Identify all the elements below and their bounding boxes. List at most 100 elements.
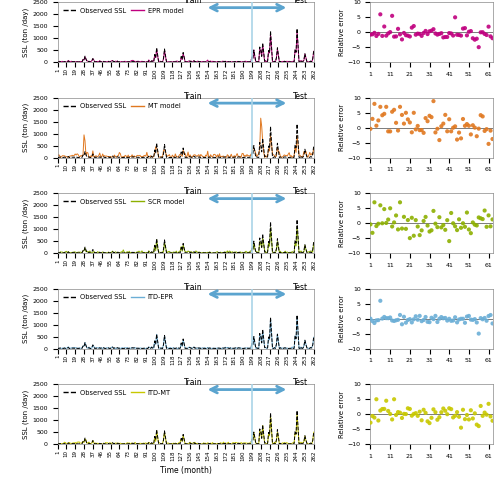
Point <box>396 103 404 111</box>
Point <box>398 111 406 119</box>
Point <box>449 32 457 39</box>
Text: Train: Train <box>184 92 203 101</box>
Point <box>461 24 469 32</box>
Point <box>453 319 461 326</box>
Point <box>380 110 388 118</box>
Point <box>459 315 467 323</box>
Point <box>445 237 453 245</box>
Point <box>398 414 406 422</box>
Point <box>422 114 430 122</box>
Point <box>380 205 388 213</box>
Point <box>378 315 386 323</box>
Point <box>478 28 486 36</box>
Point <box>440 221 448 229</box>
Point <box>442 407 450 415</box>
Point <box>376 407 384 414</box>
Point <box>447 30 455 37</box>
Point <box>414 122 422 130</box>
Point <box>457 32 465 39</box>
Point <box>378 405 386 413</box>
Legend: Observed SSL, SCR model: Observed SSL, SCR model <box>61 197 186 207</box>
Point <box>463 209 471 216</box>
Point <box>384 216 392 223</box>
Point <box>378 219 386 227</box>
Point <box>480 314 488 322</box>
Point <box>406 119 414 126</box>
Point <box>402 109 410 117</box>
Point <box>410 232 418 240</box>
Point <box>436 136 444 144</box>
Point <box>467 27 475 35</box>
Point <box>478 315 486 323</box>
Point <box>449 317 457 324</box>
Point <box>434 416 442 423</box>
Point <box>414 412 422 420</box>
Point <box>442 226 450 234</box>
Point <box>459 219 467 227</box>
Point <box>467 131 475 138</box>
Point <box>372 32 380 40</box>
Point <box>422 409 430 417</box>
Point <box>414 316 422 324</box>
Point <box>388 317 396 324</box>
Point <box>416 312 424 320</box>
Point <box>488 417 496 425</box>
Point <box>370 100 378 108</box>
Point <box>476 215 484 222</box>
Point <box>408 24 416 32</box>
Point <box>436 30 444 38</box>
Point <box>402 31 410 39</box>
Point <box>482 125 490 133</box>
Point <box>376 11 384 18</box>
Point <box>442 314 450 322</box>
Point <box>438 224 446 231</box>
Point <box>488 320 496 327</box>
Point <box>476 314 484 322</box>
Point <box>390 33 398 40</box>
Legend: Observed SSL, ITD-MT: Observed SSL, ITD-MT <box>61 388 173 397</box>
Point <box>434 223 442 231</box>
Point <box>474 43 482 51</box>
Text: Test: Test <box>294 0 308 5</box>
Y-axis label: SSL (ton /day): SSL (ton /day) <box>23 103 30 152</box>
Point <box>406 234 414 242</box>
Point <box>486 223 494 230</box>
Point <box>430 97 438 105</box>
Point <box>368 317 376 325</box>
Point <box>432 220 440 228</box>
Point <box>368 229 376 237</box>
Point <box>447 209 455 217</box>
Point <box>459 25 467 33</box>
Point <box>476 402 484 410</box>
Point <box>420 29 428 37</box>
Point <box>394 408 402 416</box>
Point <box>404 32 412 39</box>
Point <box>434 31 442 38</box>
Point <box>372 122 380 130</box>
Point <box>473 421 481 429</box>
Point <box>474 330 482 337</box>
Point <box>457 134 465 142</box>
Point <box>390 317 398 325</box>
Point <box>482 223 490 230</box>
Point <box>402 225 410 233</box>
Point <box>420 217 428 225</box>
Text: Train: Train <box>184 0 203 5</box>
Point <box>406 33 414 40</box>
Point <box>424 418 432 425</box>
Point <box>432 129 440 136</box>
Point <box>445 405 453 412</box>
Point <box>453 136 461 144</box>
Point <box>426 318 434 326</box>
Point <box>445 115 453 123</box>
Point <box>480 30 488 38</box>
Point <box>396 198 404 206</box>
Point <box>465 122 473 130</box>
Point <box>418 417 426 424</box>
Point <box>428 414 436 421</box>
Point <box>372 396 380 403</box>
Point <box>410 109 418 117</box>
Point <box>412 126 420 133</box>
Point <box>402 319 410 326</box>
Point <box>474 422 482 430</box>
